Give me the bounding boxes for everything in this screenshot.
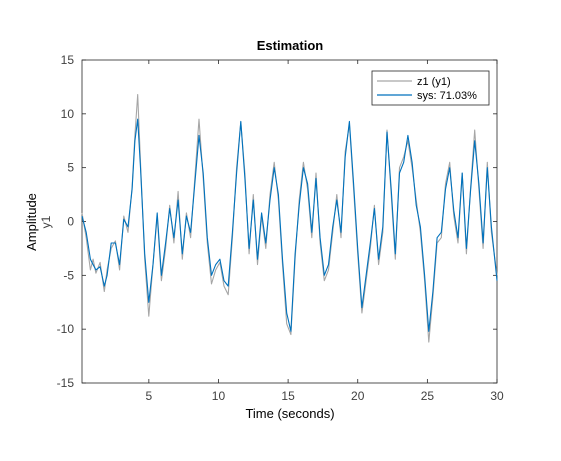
y-tick-label: 0 <box>67 215 74 229</box>
y-axis: -15 -10 -5 0 5 10 15 <box>57 53 497 390</box>
series-line-2 <box>81 118 498 332</box>
y-tick-label: -5 <box>63 268 74 282</box>
x-tick-label: 30 <box>490 389 504 403</box>
legend-box <box>371 70 490 106</box>
x-tick-label: 25 <box>421 389 435 403</box>
legend: z1 (y1) sys: 71.03% <box>371 70 490 106</box>
plot-frame <box>81 59 498 384</box>
y-axis-label: Amplitude <box>24 193 39 251</box>
x-tick-label: 10 <box>212 389 226 403</box>
series-layer <box>81 93 498 343</box>
y-axis-sublabel: y1 <box>39 215 53 228</box>
x-axis: 5 10 15 20 25 30 <box>146 60 504 403</box>
y-tick-label: 5 <box>67 161 74 175</box>
y-tick-label: -15 <box>57 376 75 390</box>
chart-title: Estimation <box>257 38 324 53</box>
x-tick-label: 5 <box>146 389 153 403</box>
legend-label-2: sys: 71.03% <box>417 90 477 102</box>
y-tick-label: 15 <box>61 53 75 67</box>
y-tick-label: 10 <box>61 107 75 121</box>
plot-area <box>81 59 498 384</box>
legend-label-1: z1 (y1) <box>417 76 451 88</box>
x-axis-label: Time (seconds) <box>245 406 334 421</box>
y-tick-label: -10 <box>57 322 75 336</box>
x-tick-label: 15 <box>281 389 295 403</box>
x-tick-label: 20 <box>351 389 365 403</box>
